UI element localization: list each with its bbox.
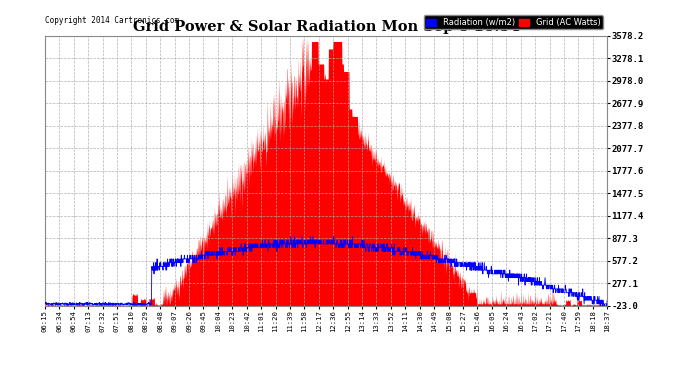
Title: Grid Power & Solar Radiation Mon Sep 8 18:54: Grid Power & Solar Radiation Mon Sep 8 1…	[132, 21, 520, 34]
Legend: Radiation (w/m2), Grid (AC Watts): Radiation (w/m2), Grid (AC Watts)	[424, 15, 603, 30]
Text: Copyright 2014 Cartronics.com: Copyright 2014 Cartronics.com	[45, 16, 179, 25]
